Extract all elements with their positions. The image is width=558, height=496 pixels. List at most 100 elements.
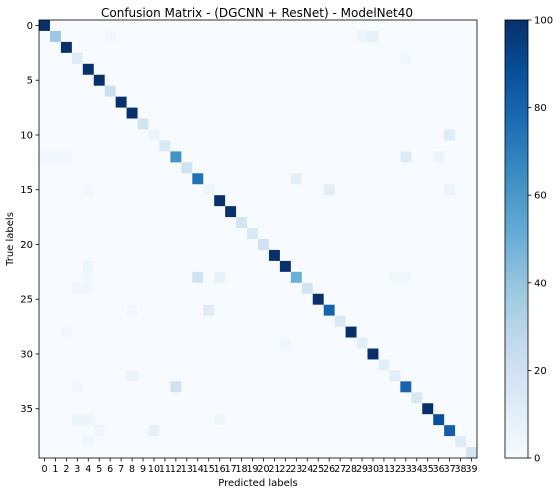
heatmap-cell bbox=[71, 282, 84, 295]
heatmap-cell bbox=[268, 239, 281, 251]
heatmap-cell bbox=[60, 129, 73, 141]
heatmap-cell bbox=[225, 304, 237, 316]
heatmap-cell bbox=[181, 315, 193, 327]
heatmap-cell bbox=[268, 260, 281, 273]
heatmap-cell bbox=[433, 436, 445, 448]
heatmap-cell bbox=[49, 304, 62, 316]
heatmap-cell bbox=[411, 162, 423, 174]
heatmap-cell bbox=[203, 30, 215, 43]
heatmap-cell bbox=[71, 304, 84, 316]
heatmap-cell bbox=[312, 162, 324, 174]
y-tick-label: 0 bbox=[27, 21, 33, 32]
heatmap-cell bbox=[334, 249, 346, 262]
heatmap-cell bbox=[268, 140, 281, 152]
heatmap-cell bbox=[39, 392, 51, 404]
heatmap-cell bbox=[104, 118, 116, 130]
heatmap-cell bbox=[279, 337, 292, 349]
heatmap-cell bbox=[422, 206, 434, 218]
heatmap-cell bbox=[126, 239, 138, 251]
heatmap-cell bbox=[400, 414, 412, 426]
heatmap-cell bbox=[181, 140, 193, 152]
heatmap-cell bbox=[170, 206, 182, 218]
heatmap-cell bbox=[258, 173, 270, 185]
heatmap-cell bbox=[345, 249, 357, 262]
heatmap-cell bbox=[126, 107, 138, 119]
heatmap-cell bbox=[236, 293, 248, 305]
heatmap-cell bbox=[400, 392, 412, 404]
heatmap-cell bbox=[444, 151, 456, 163]
heatmap-cell bbox=[455, 392, 467, 404]
heatmap-cell bbox=[71, 337, 84, 349]
heatmap-cell bbox=[367, 326, 379, 338]
heatmap-cell bbox=[104, 184, 116, 196]
heatmap-cell bbox=[345, 107, 357, 119]
heatmap-cell bbox=[247, 337, 259, 349]
heatmap-cell bbox=[82, 52, 95, 65]
heatmap-cell bbox=[389, 370, 401, 382]
heatmap-cell bbox=[345, 337, 357, 349]
heatmap-cell bbox=[71, 381, 84, 393]
heatmap-cell bbox=[268, 282, 281, 295]
heatmap-cell bbox=[400, 293, 412, 305]
heatmap-cell bbox=[181, 359, 193, 371]
heatmap-cell bbox=[433, 304, 445, 316]
heatmap-cell bbox=[279, 173, 292, 185]
heatmap-cell bbox=[192, 304, 204, 316]
heatmap-cell bbox=[192, 425, 204, 437]
heatmap-cell bbox=[192, 63, 204, 76]
heatmap-cell bbox=[170, 151, 182, 163]
heatmap-cell bbox=[466, 63, 478, 76]
heatmap-cell bbox=[378, 20, 390, 32]
heatmap-cell bbox=[159, 162, 171, 174]
heatmap-cell bbox=[345, 228, 357, 240]
heatmap-cell bbox=[411, 425, 423, 437]
heatmap-cell bbox=[225, 282, 237, 295]
heatmap-cell bbox=[104, 381, 116, 393]
heatmap-cell bbox=[104, 96, 116, 108]
heatmap-cell bbox=[82, 195, 95, 207]
heatmap-cell bbox=[345, 63, 357, 76]
heatmap-cell bbox=[203, 173, 215, 185]
heatmap-cell bbox=[356, 63, 368, 76]
heatmap-cell bbox=[334, 359, 346, 371]
x-tick-label: 19 bbox=[246, 464, 258, 475]
heatmap-cell bbox=[192, 403, 204, 415]
heatmap-cell bbox=[389, 184, 401, 196]
heatmap-cell bbox=[148, 293, 160, 305]
heatmap-cell bbox=[39, 41, 51, 54]
heatmap-cell bbox=[49, 140, 62, 152]
heatmap-cell bbox=[268, 381, 281, 393]
heatmap-cell bbox=[82, 228, 95, 240]
heatmap-cell bbox=[444, 359, 456, 371]
heatmap-cell bbox=[192, 293, 204, 305]
heatmap-cell bbox=[137, 260, 149, 273]
heatmap-cell bbox=[181, 249, 193, 262]
heatmap-cell bbox=[60, 359, 73, 371]
heatmap-cell bbox=[345, 85, 357, 97]
heatmap-cell bbox=[170, 217, 182, 229]
heatmap-cell bbox=[301, 326, 314, 338]
heatmap-cell bbox=[126, 30, 138, 43]
heatmap-cell bbox=[192, 118, 204, 130]
heatmap-cell bbox=[422, 162, 434, 174]
heatmap-cell bbox=[126, 425, 138, 437]
heatmap-cell bbox=[290, 271, 303, 284]
heatmap-cell bbox=[126, 436, 138, 448]
heatmap-cell bbox=[214, 447, 226, 459]
heatmap-cell bbox=[39, 326, 51, 338]
heatmap-cell bbox=[71, 20, 84, 32]
heatmap-cell bbox=[82, 436, 95, 448]
heatmap-cell bbox=[411, 30, 423, 43]
heatmap-cell bbox=[181, 20, 193, 32]
heatmap-cell bbox=[93, 436, 105, 448]
heatmap-cell bbox=[323, 206, 335, 218]
heatmap-cell bbox=[323, 337, 335, 349]
heatmap-cell bbox=[49, 282, 62, 295]
heatmap-cell bbox=[433, 20, 445, 32]
heatmap-cell bbox=[115, 30, 127, 43]
heatmap-cell bbox=[301, 162, 314, 174]
heatmap-cell bbox=[279, 184, 292, 196]
heatmap-cell bbox=[60, 96, 73, 108]
heatmap-cell bbox=[104, 414, 116, 426]
heatmap-cell bbox=[159, 63, 171, 76]
